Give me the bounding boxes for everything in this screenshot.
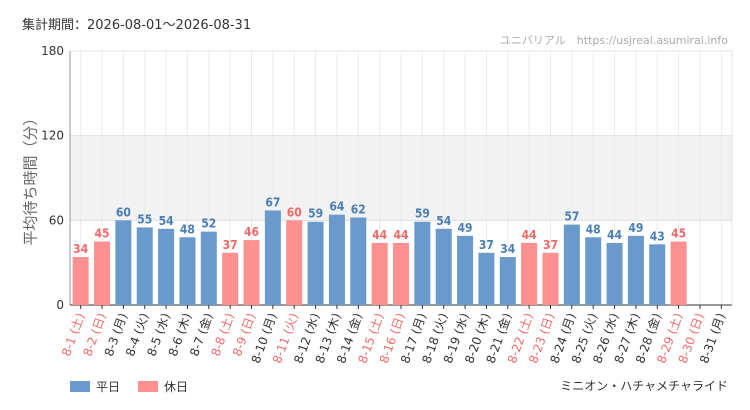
- bar: [670, 241, 687, 305]
- bar: [457, 235, 474, 305]
- bar: [478, 252, 495, 305]
- bar-value-label: 37: [223, 238, 238, 252]
- bar-value-label: 34: [73, 242, 89, 256]
- bar-value-label: 45: [671, 227, 686, 241]
- legend: 平日 休日: [70, 378, 188, 395]
- bar-value-label: 55: [137, 212, 152, 226]
- legend-holiday-swatch: [138, 381, 159, 392]
- attraction-name: ミニオン・ハチャメチャライド: [560, 379, 728, 393]
- y-tick-label: 0: [56, 298, 64, 312]
- bar: [649, 244, 666, 305]
- bar: [414, 221, 431, 305]
- bar-value-label: 49: [458, 221, 473, 235]
- bar-value-label: 44: [372, 228, 388, 242]
- bar-value-label: 37: [543, 238, 558, 252]
- bar: [392, 242, 410, 305]
- legend-weekday: 平日: [70, 378, 120, 395]
- bar-value-label: 54: [436, 214, 452, 228]
- bar: [286, 220, 303, 305]
- bar: [136, 227, 153, 305]
- bar: [585, 237, 602, 305]
- y-tick-label: 60: [49, 213, 64, 227]
- bar-value-label: 34: [500, 242, 516, 256]
- bar: [328, 214, 345, 305]
- bar-value-label: 60: [287, 205, 302, 219]
- bar-value-label: 44: [607, 228, 623, 242]
- bar: [350, 217, 367, 305]
- site-label: ユニバリアル https://usjreal.asumirai.info: [499, 34, 728, 47]
- bar-value-label: 44: [393, 228, 409, 242]
- bar-value-label: 43: [650, 229, 665, 243]
- bar-value-label: 59: [308, 207, 323, 221]
- legend-holiday-label: 休日: [164, 380, 189, 394]
- period-label: 集計期間：2026-08-01〜2026-08-31: [22, 18, 252, 33]
- bar: [371, 242, 388, 305]
- bar-value-label: 52: [201, 217, 216, 231]
- bar: [499, 257, 516, 305]
- bar: [521, 242, 538, 305]
- bar-value-label: 62: [351, 203, 366, 217]
- bar: [307, 221, 324, 305]
- bar-value-label: 48: [180, 222, 195, 236]
- bar: [179, 237, 196, 305]
- bar: [542, 252, 559, 305]
- legend-weekday-label: 平日: [96, 380, 121, 394]
- bar-value-label: 46: [244, 225, 259, 239]
- bar-value-label: 44: [522, 228, 538, 242]
- bar: [200, 231, 217, 305]
- bar-value-label: 57: [564, 210, 579, 224]
- bar: [264, 210, 281, 305]
- bar: [222, 252, 239, 305]
- bar-value-label: 49: [628, 221, 643, 235]
- bar: [606, 242, 623, 305]
- bar: [243, 240, 260, 305]
- bar-value-label: 60: [116, 205, 131, 219]
- bar: [627, 235, 644, 305]
- bar-value-label: 64: [329, 200, 345, 214]
- y-tick-label: 120: [41, 129, 64, 143]
- bar-value-label: 67: [265, 195, 280, 209]
- y-tick-label: 180: [41, 44, 64, 58]
- bar-value-label: 54: [159, 214, 175, 228]
- bar: [94, 241, 111, 305]
- legend-weekday-swatch: [70, 381, 90, 392]
- bar: [115, 220, 132, 305]
- bar: [72, 257, 89, 305]
- bar: [158, 228, 175, 305]
- bar: [435, 228, 452, 305]
- legend-holiday: 休日: [138, 378, 188, 395]
- bar-value-label: 59: [415, 207, 430, 221]
- bar: [563, 224, 580, 305]
- bar-value-label: 48: [586, 222, 601, 236]
- bar-value-label: 45: [95, 227, 110, 241]
- bar-value-label: 37: [479, 238, 494, 252]
